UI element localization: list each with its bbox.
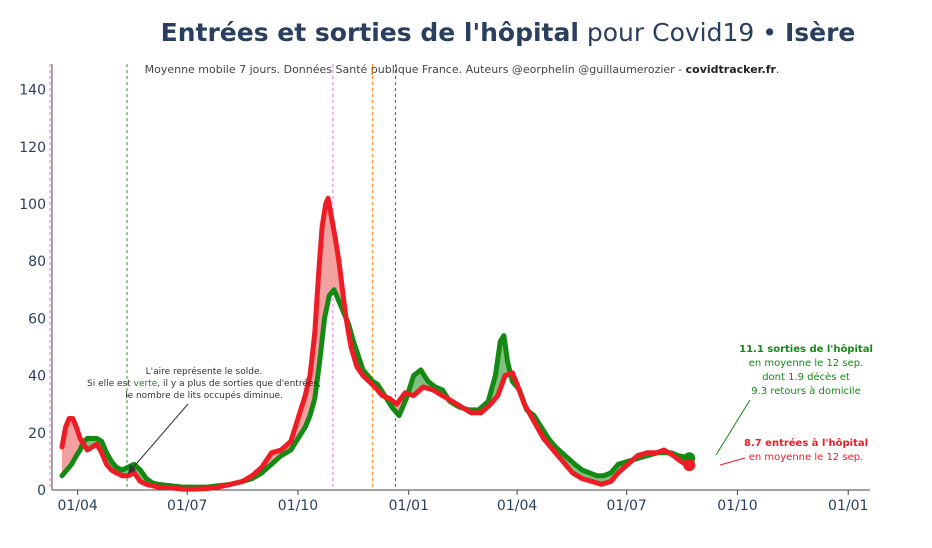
entries-line-2: en moyenne le 12 sep. — [749, 452, 864, 463]
area-note-arrowhead — [128, 464, 136, 474]
area-note-2c: , il y a plus de sorties que d'entrées, — [157, 378, 321, 389]
balance-area-negative — [83, 318, 690, 490]
y-tick-label: 80 — [28, 254, 46, 270]
title-bold: Entrées et sorties de l'hôpital — [160, 18, 579, 47]
chart-subtitle: Moyenne mobile 7 jours. Données Santé pu… — [0, 63, 924, 76]
balance-area — [62, 201, 690, 490]
balance-area-positive — [62, 201, 669, 485]
x-tick-label: 01/10 — [717, 498, 757, 514]
exits-line-3: dont 1.9 décès et — [762, 371, 850, 383]
y-tick-label: 20 — [28, 426, 46, 442]
x-tick-label: 01/04 — [57, 498, 97, 514]
axes: 0 20 40 60 80 100 120 140 01/04 01/07 01/10 01/01 01… — [19, 64, 870, 514]
area-annotation: L'aire représente le solde. Si elle est … — [87, 366, 321, 474]
y-tick-label: 120 — [19, 140, 46, 156]
chart-title: Entrées et sorties de l'hôpital pour Cov… — [0, 18, 932, 47]
exits-line — [59, 287, 692, 490]
title-mid: pour Covid19 • — [578, 18, 785, 47]
title-region: Isère — [784, 18, 856, 47]
x-tick-label: 01/10 — [278, 498, 318, 514]
entries-line-1: 8.7 entrées à l'hôpital — [744, 437, 868, 449]
area-note-arrow — [130, 403, 189, 471]
exits-line-2: en moyenne le 12 sep. — [749, 358, 864, 369]
y-tick-label: 60 — [28, 311, 46, 327]
area-note-2: Si elle est verte, il y a plus de sortie… — [87, 378, 321, 389]
entries-annotation: 8.7 entrées à l'hôpital en moyenne le 12… — [719, 437, 868, 466]
x-tick-label: 01/07 — [606, 498, 646, 514]
area-note-1: L'aire représente le solde. — [146, 366, 263, 377]
area-note-2a: Si elle est — [87, 379, 134, 389]
exits-line-4: 9.3 retours à domicile — [751, 385, 861, 397]
entries-line — [59, 195, 692, 492]
x-tick-label: 01/07 — [167, 498, 207, 514]
x-tick-label: 01/04 — [497, 498, 537, 514]
vertical-reference-lines — [49, 64, 397, 490]
exits-annotation: 11.1 sorties de l'hôpital en moyenne le … — [715, 343, 873, 456]
series-lines — [59, 195, 696, 492]
x-tick-label: 01/01 — [389, 498, 429, 514]
y-tick-label: 100 — [19, 197, 46, 213]
x-tick-label: 01/01 — [828, 498, 868, 514]
y-tick-label: 0 — [37, 483, 46, 499]
subtitle-site: covidtracker.fr — [685, 63, 776, 76]
exits-annotation-pointer — [715, 399, 751, 456]
subtitle-end: . — [775, 63, 780, 76]
entries-last-point — [683, 459, 696, 472]
area-note-3: le nombre de lits occupés diminue. — [125, 390, 283, 401]
exits-line-1: 11.1 sorties de l'hôpital — [739, 343, 873, 355]
entries-annotation-pointer — [719, 457, 746, 466]
area-note-2b: verte — [134, 379, 158, 389]
y-tick-label: 140 — [19, 83, 46, 99]
y-tick-label: 40 — [28, 369, 46, 385]
subtitle-text: Moyenne mobile 7 jours. Données Santé pu… — [144, 63, 686, 76]
